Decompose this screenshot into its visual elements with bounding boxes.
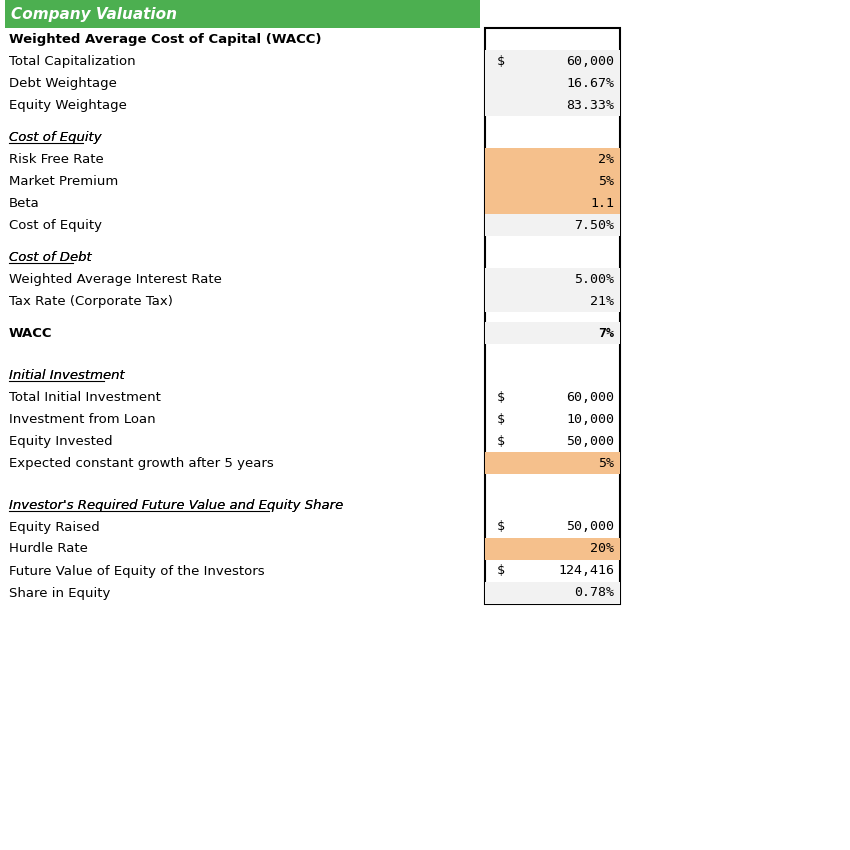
FancyBboxPatch shape (485, 290, 620, 312)
FancyBboxPatch shape (485, 192, 620, 214)
FancyBboxPatch shape (485, 582, 620, 604)
Text: 5%: 5% (598, 456, 614, 469)
Text: Market Premium: Market Premium (9, 174, 118, 188)
Text: Debt Weightage: Debt Weightage (9, 76, 117, 89)
Text: Expected constant growth after 5 years: Expected constant growth after 5 years (9, 456, 274, 469)
Text: 20%: 20% (590, 542, 614, 556)
FancyBboxPatch shape (485, 148, 620, 170)
Text: 1.1: 1.1 (590, 196, 614, 209)
Text: Investment from Loan: Investment from Loan (9, 412, 156, 426)
Text: 7%: 7% (598, 326, 614, 339)
Text: Cost of Equity: Cost of Equity (9, 131, 102, 144)
Text: Risk Free Rate: Risk Free Rate (9, 152, 104, 166)
Text: 50,000: 50,000 (566, 520, 614, 534)
Text: $: $ (497, 390, 505, 404)
Text: 7.50%: 7.50% (574, 218, 614, 231)
FancyBboxPatch shape (485, 538, 620, 560)
FancyBboxPatch shape (485, 268, 620, 290)
Text: 0.78%: 0.78% (574, 586, 614, 599)
Text: $: $ (497, 412, 505, 426)
Text: Equity Weightage: Equity Weightage (9, 99, 127, 111)
Text: Weighted Average Interest Rate: Weighted Average Interest Rate (9, 273, 222, 286)
FancyBboxPatch shape (485, 50, 620, 72)
FancyBboxPatch shape (485, 94, 620, 116)
Text: Equity Invested: Equity Invested (9, 434, 112, 447)
Text: 83.33%: 83.33% (566, 99, 614, 111)
Text: Company Valuation: Company Valuation (11, 7, 177, 21)
Text: Investor's Required Future Value and Equity Share: Investor's Required Future Value and Equ… (9, 498, 343, 512)
Text: 5%: 5% (598, 174, 614, 188)
Text: Cost of Debt: Cost of Debt (9, 251, 92, 264)
Text: 2%: 2% (598, 152, 614, 166)
Text: 21%: 21% (590, 294, 614, 308)
Text: Equity Raised: Equity Raised (9, 520, 99, 534)
Text: Share in Equity: Share in Equity (9, 586, 110, 599)
FancyBboxPatch shape (485, 72, 620, 94)
Text: Tax Rate (Corporate Tax): Tax Rate (Corporate Tax) (9, 294, 173, 308)
Text: Initial Investment: Initial Investment (9, 369, 125, 382)
FancyBboxPatch shape (5, 0, 480, 28)
FancyBboxPatch shape (485, 214, 620, 236)
Text: 50,000: 50,000 (566, 434, 614, 447)
Text: Beta: Beta (9, 196, 40, 209)
Text: 60,000: 60,000 (566, 390, 614, 404)
Text: Cost of Equity: Cost of Equity (9, 131, 102, 144)
Text: $: $ (497, 520, 505, 534)
Text: Hurdle Rate: Hurdle Rate (9, 542, 88, 556)
Text: Cost of Equity: Cost of Equity (9, 218, 102, 231)
Text: $: $ (497, 54, 505, 67)
Text: Total Capitalization: Total Capitalization (9, 54, 136, 67)
FancyBboxPatch shape (485, 452, 620, 474)
Text: $: $ (497, 434, 505, 447)
Text: Weighted Average Cost of Capital (WACC): Weighted Average Cost of Capital (WACC) (9, 32, 321, 46)
Text: Cost of Debt: Cost of Debt (9, 251, 92, 264)
Text: 5.00%: 5.00% (574, 273, 614, 286)
Text: 16.67%: 16.67% (566, 76, 614, 89)
Text: Investor's Required Future Value and Equity Share: Investor's Required Future Value and Equ… (9, 498, 343, 512)
FancyBboxPatch shape (485, 322, 620, 344)
Text: $: $ (497, 564, 505, 577)
Text: 124,416: 124,416 (558, 564, 614, 577)
Text: 60,000: 60,000 (566, 54, 614, 67)
FancyBboxPatch shape (485, 170, 620, 192)
Text: WACC: WACC (9, 326, 53, 339)
Text: 10,000: 10,000 (566, 412, 614, 426)
Text: Total Initial Investment: Total Initial Investment (9, 390, 161, 404)
Text: Future Value of Equity of the Investors: Future Value of Equity of the Investors (9, 564, 264, 577)
FancyBboxPatch shape (485, 28, 620, 604)
Text: Initial Investment: Initial Investment (9, 369, 125, 382)
